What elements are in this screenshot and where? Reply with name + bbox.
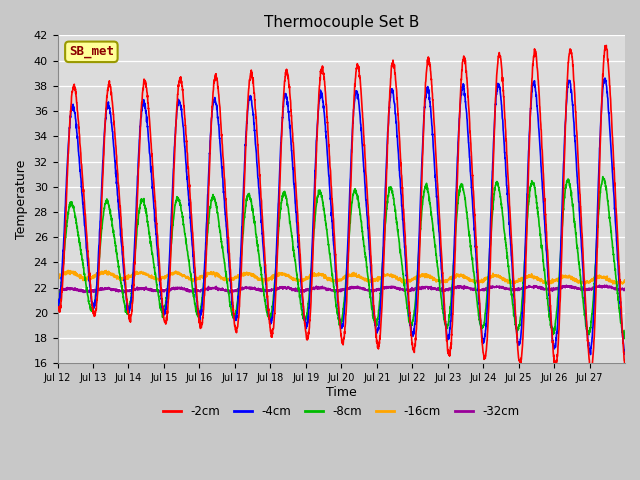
Title: Thermocouple Set B: Thermocouple Set B [264,15,419,30]
Y-axis label: Temperature: Temperature [15,160,28,239]
X-axis label: Time: Time [326,386,356,399]
Legend: -2cm, -4cm, -8cm, -16cm, -32cm: -2cm, -4cm, -8cm, -16cm, -32cm [159,401,524,423]
Text: SB_met: SB_met [69,45,114,59]
